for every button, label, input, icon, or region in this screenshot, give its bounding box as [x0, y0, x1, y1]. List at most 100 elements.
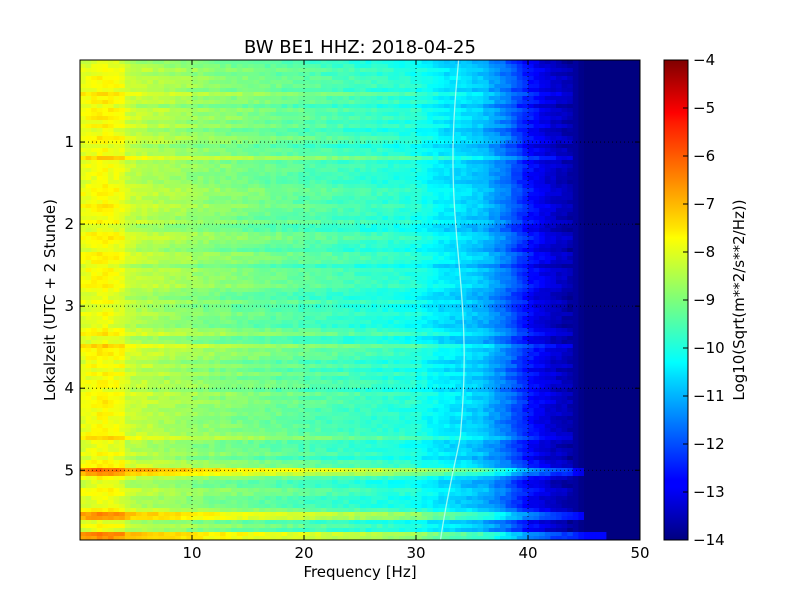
heatmap-cell [192, 160, 199, 165]
heatmap-cell [309, 64, 316, 69]
heatmap-cell [186, 176, 193, 181]
heatmap-cell [175, 88, 182, 93]
heatmap-cell [85, 164, 92, 169]
heatmap-cell [197, 196, 204, 201]
heatmap-cell [192, 68, 199, 73]
heatmap-cell [382, 200, 389, 205]
heatmap-cell [220, 104, 227, 109]
heatmap-cell [427, 180, 434, 185]
heatmap-cell [533, 128, 540, 133]
heatmap-cell [432, 176, 439, 181]
heatmap-cell [449, 84, 456, 89]
heatmap-cell [584, 192, 591, 197]
heatmap-cell [225, 148, 232, 153]
heatmap-cell [572, 120, 579, 125]
heatmap-cell [253, 240, 260, 245]
heatmap-cell [410, 152, 417, 157]
heatmap-cell [236, 152, 243, 157]
heatmap-cell [80, 120, 87, 125]
heatmap-cell [80, 92, 87, 97]
heatmap-cell [164, 184, 171, 189]
heatmap-cell [371, 224, 378, 229]
heatmap-cell [91, 128, 98, 133]
heatmap-cell [365, 156, 372, 161]
heatmap-cell [169, 184, 176, 189]
heatmap-cell [494, 116, 501, 121]
heatmap-cell [404, 236, 411, 241]
heatmap-cell [606, 132, 613, 137]
heatmap-cell [460, 144, 467, 149]
heatmap-cell [444, 204, 451, 209]
heatmap-cell [309, 212, 316, 217]
heatmap-cell [332, 204, 339, 209]
heatmap-cell [572, 144, 579, 149]
heatmap-cell [522, 64, 529, 69]
heatmap-cell [264, 180, 271, 185]
heatmap-cell [158, 116, 165, 121]
heatmap-cell [522, 168, 529, 173]
heatmap-cell [343, 112, 350, 117]
heatmap-cell [483, 208, 490, 213]
heatmap-cell [315, 124, 322, 129]
heatmap-cell [85, 236, 92, 241]
heatmap-cell [348, 140, 355, 145]
heatmap-cell [304, 232, 311, 237]
heatmap-cell [477, 72, 484, 77]
heatmap-cell [606, 128, 613, 133]
heatmap-cell [511, 212, 518, 217]
heatmap-cell [572, 256, 579, 261]
heatmap-cell [567, 232, 574, 237]
heatmap-cell [595, 88, 602, 93]
heatmap-cell [393, 92, 400, 97]
heatmap-cell [371, 180, 378, 185]
heatmap-cell [102, 188, 109, 193]
heatmap-cell [152, 152, 159, 157]
heatmap-cell [382, 128, 389, 133]
heatmap-cell [500, 136, 507, 141]
heatmap-cell [304, 172, 311, 177]
heatmap-cell [522, 236, 529, 241]
heatmap-cell [388, 212, 395, 217]
heatmap-cell [119, 148, 126, 153]
heatmap-cell [253, 224, 260, 229]
heatmap-cell [365, 80, 372, 85]
heatmap-cell [612, 144, 619, 149]
heatmap-cell [85, 204, 92, 209]
heatmap-cell [455, 156, 462, 161]
heatmap-cell [528, 184, 535, 189]
heatmap-cell [421, 248, 428, 253]
heatmap-cell [158, 108, 165, 113]
heatmap-cell [455, 112, 462, 117]
heatmap-cell [141, 152, 148, 157]
heatmap-cell [483, 96, 490, 101]
heatmap-cell [550, 168, 557, 173]
heatmap-cell [472, 152, 479, 157]
heatmap-cell [371, 204, 378, 209]
heatmap-cell [242, 80, 249, 85]
heatmap-cell [141, 64, 148, 69]
heatmap-cell [231, 72, 238, 77]
heatmap-cell [169, 108, 176, 113]
heatmap-cell [102, 92, 109, 97]
heatmap-cell [556, 204, 563, 209]
heatmap-cell [600, 172, 607, 177]
heatmap-cell [281, 224, 288, 229]
heatmap-cell [617, 188, 624, 193]
heatmap-cell [281, 108, 288, 113]
heatmap-cell [108, 72, 115, 77]
heatmap-cell [460, 168, 467, 173]
heatmap-cell [455, 208, 462, 213]
heatmap-cell [175, 228, 182, 233]
heatmap-cell [360, 68, 367, 73]
heatmap-cell [505, 228, 512, 233]
heatmap-cell [595, 212, 602, 217]
heatmap-cell [500, 148, 507, 153]
heatmap-cell [102, 164, 109, 169]
heatmap-cell [578, 104, 585, 109]
heatmap-cell [337, 228, 344, 233]
heatmap-cell [164, 200, 171, 205]
heatmap-cell [404, 148, 411, 153]
heatmap-cell [113, 192, 120, 197]
heatmap-cell [623, 76, 630, 81]
heatmap-cell [460, 68, 467, 73]
